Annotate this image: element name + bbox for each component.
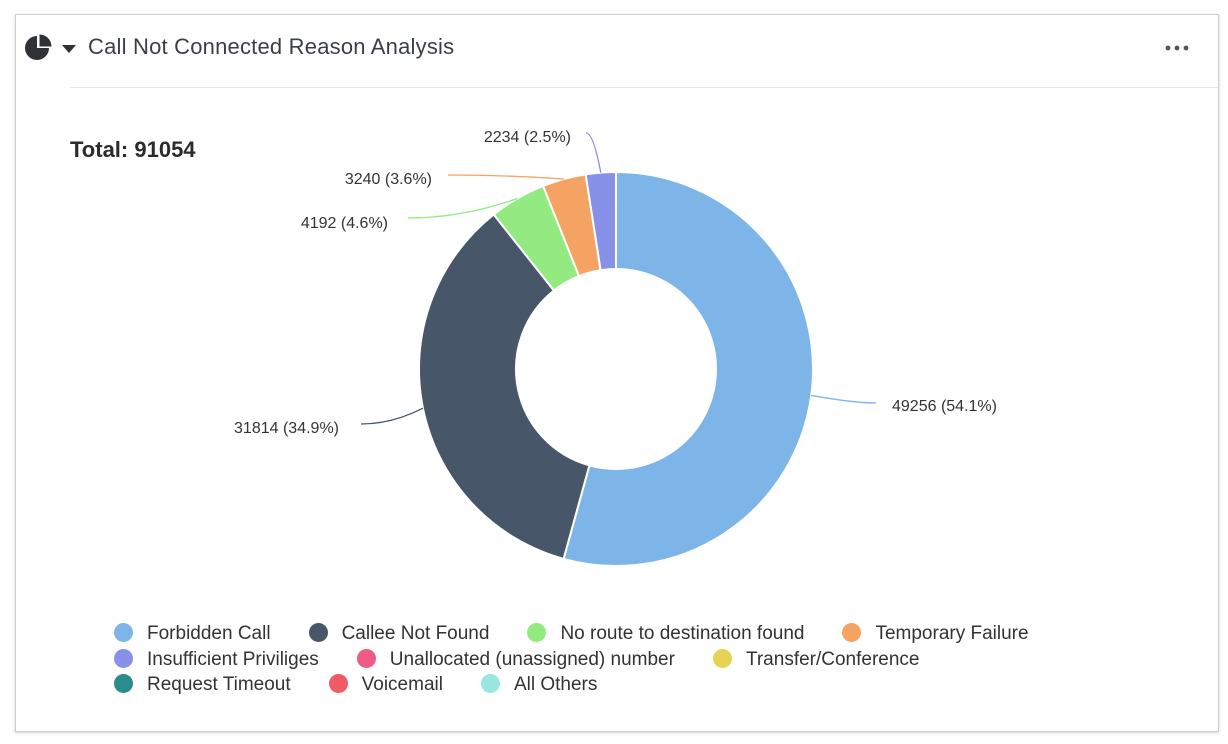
chart-legend: Forbidden Call Callee Not Found No route t…	[114, 623, 1174, 700]
donut-chart: 49256 (54.1%) 31814 (34.9%) 4192 (4.6%) 324…	[234, 129, 997, 567]
more-options-icon[interactable]	[1164, 41, 1190, 55]
widget-header: Call Not Connected Reason Analysis	[16, 15, 1218, 87]
legend-row: Insufficient Priviliges Unallocated (unas…	[114, 648, 1174, 675]
pie-slice-callee-not-found[interactable]	[418, 213, 591, 561]
legend-item-no-route-to-destination-found[interactable]: No route to destination found	[527, 623, 804, 645]
slice-connector-line	[360, 407, 424, 425]
legend-label: Temporary Failure	[875, 623, 1029, 644]
slice-data-label: 31814 (34.9%)	[234, 420, 339, 437]
caret-down-icon[interactable]	[61, 43, 77, 55]
pie-slice-insufficient-priviliges[interactable]	[584, 170, 617, 272]
legend-label: Callee Not Found	[341, 623, 490, 644]
legend-item-temporary-failure[interactable]: Temporary Failure	[842, 623, 1029, 645]
legend-label: Forbidden Call	[147, 623, 271, 644]
pie-slice-forbidden-call[interactable]	[562, 170, 814, 567]
slice-connector-line	[407, 197, 518, 219]
legend-item-callee-not-found[interactable]: Callee Not Found	[308, 623, 490, 645]
legend-item-request-timeout[interactable]: Request Timeout	[114, 674, 291, 696]
header-divider	[70, 87, 1218, 88]
legend-item-transfer-conference[interactable]: Transfer/Conference	[712, 648, 920, 671]
widget-title: Call Not Connected Reason Analysis	[88, 34, 455, 59]
legend-color-dot	[356, 648, 376, 668]
legend-item-forbidden-call[interactable]: Forbidden Call	[114, 623, 271, 645]
legend-row: Request Timeout Voicemail All Others	[114, 674, 1174, 700]
legend-label: No route to destination found	[560, 623, 805, 644]
slice-connector-line	[811, 394, 877, 404]
legend-label: Request Timeout	[147, 674, 291, 695]
legend-color-dot	[114, 648, 133, 668]
legend-color-dot	[308, 623, 328, 642]
legend-label: Unallocated (unassigned) number	[389, 648, 675, 670]
total-value: Total: 91054	[70, 137, 196, 162]
slice-connector-line	[585, 132, 602, 173]
legend-color-dot	[114, 674, 133, 693]
slice-data-label: 4192 (4.6%)	[301, 215, 388, 232]
slice-data-label: 3240 (3.6%)	[345, 171, 432, 188]
chart-widget-card: Call Not Connected Reason Analysis Total…	[15, 14, 1219, 732]
legend-color-dot	[328, 674, 348, 693]
legend-item-unallocated-unassigned-number[interactable]: Unallocated (unassigned) number	[356, 648, 675, 671]
legend-label: All Others	[513, 674, 598, 695]
legend-row: Forbidden Call Callee Not Found No route t…	[114, 623, 1174, 649]
legend-label: Voicemail	[361, 674, 443, 695]
legend-label: Transfer/Conference	[745, 648, 920, 670]
legend-item-voicemail[interactable]: Voicemail	[328, 674, 443, 696]
slice-data-label: 2234 (2.5%)	[484, 129, 571, 146]
legend-color-dot	[480, 674, 500, 693]
legend-color-dot	[712, 648, 732, 668]
legend-color-dot	[114, 623, 133, 642]
legend-label: Insufficient Priviliges	[147, 648, 319, 670]
legend-color-dot	[527, 623, 547, 642]
legend-item-insufficient-priviliges[interactable]: Insufficient Priviliges	[114, 648, 319, 671]
legend-item-all-others[interactable]: All Others	[480, 674, 598, 696]
slice-connector-line	[447, 174, 565, 180]
pie-chart-icon	[25, 34, 52, 60]
slice-data-label: 49256 (54.1%)	[892, 398, 997, 415]
legend-color-dot	[842, 623, 862, 642]
